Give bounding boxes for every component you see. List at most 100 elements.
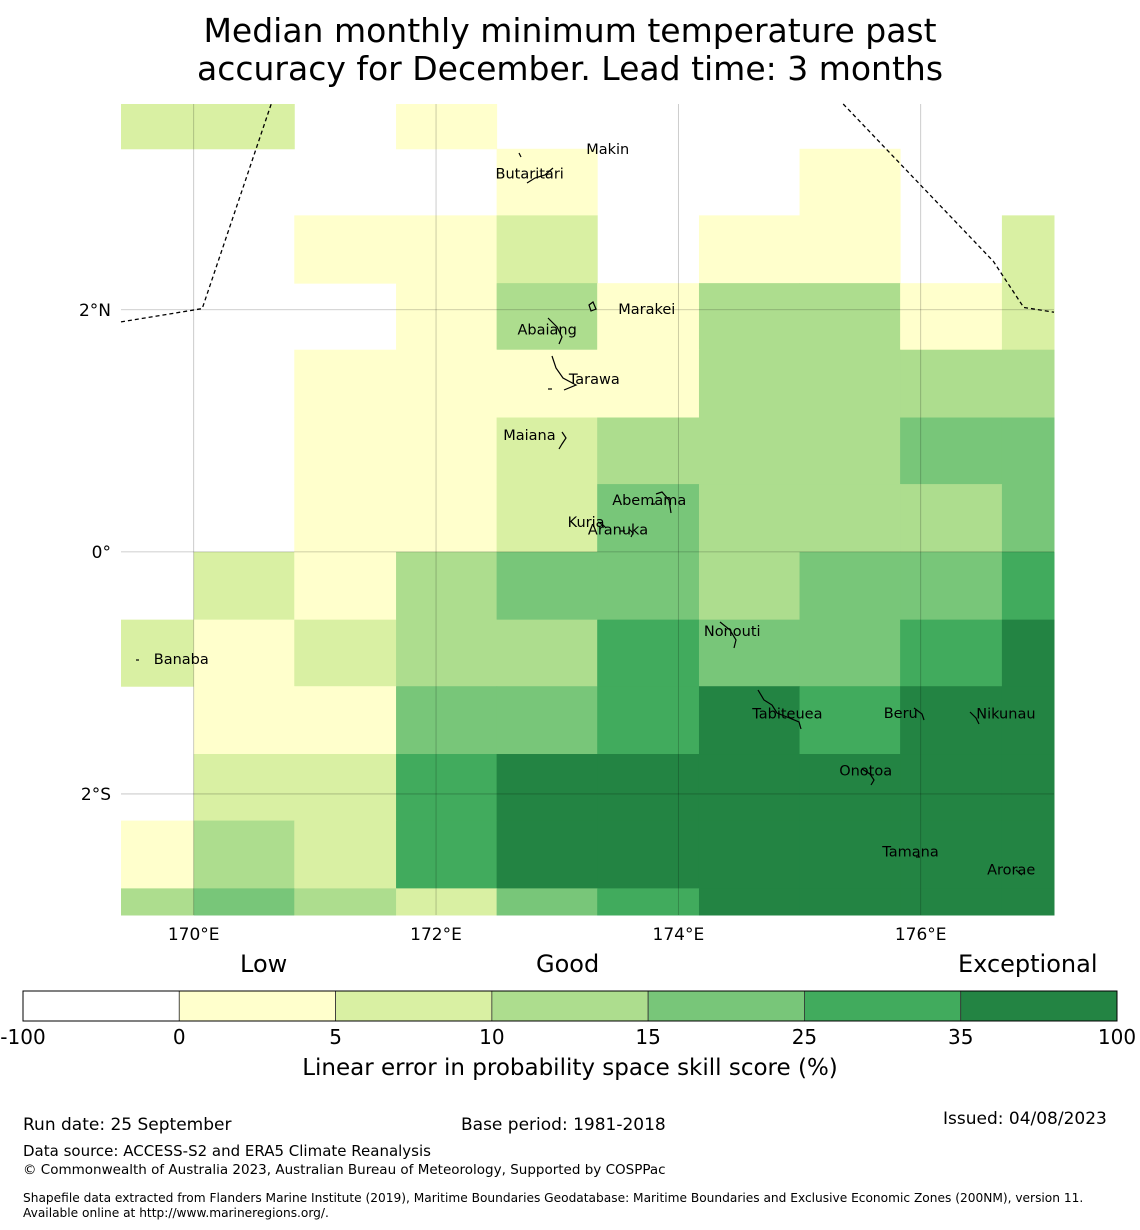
island-outline	[757, 689, 802, 730]
shapefile-credit: Shapefile data extracted from Flanders M…	[23, 1191, 1084, 1220]
island-outline	[1015, 869, 1023, 876]
skill-cell	[496, 215, 598, 284]
island-outline	[518, 152, 522, 158]
skill-cell	[193, 686, 295, 755]
colorbar-tick-label: 0	[173, 1025, 186, 1049]
skill-cell	[597, 619, 700, 687]
skill-cell	[698, 215, 801, 284]
colorbar-tick-label: 5	[329, 1025, 342, 1049]
run-date: Run date: 25 September	[23, 1115, 232, 1135]
skill-cell	[496, 283, 598, 351]
skill-cell	[396, 283, 498, 351]
skill-cell	[121, 888, 195, 916]
place-label: Marakei	[618, 302, 675, 318]
place-label: Maiana	[503, 428, 555, 444]
skill-cell	[1001, 754, 1055, 822]
colorbar-tick-label: 15	[635, 1025, 660, 1049]
colorbar-bin	[960, 990, 1118, 1022]
skill-cell	[396, 215, 498, 284]
skill-cell	[799, 148, 901, 216]
place-label: Tabiteuea	[751, 706, 822, 722]
skill-cell	[698, 283, 801, 351]
skill-cell	[396, 686, 498, 755]
skill-cell	[900, 283, 1003, 351]
category-good-label: Good	[536, 950, 600, 978]
lat-tick-label: 2°S	[81, 785, 111, 805]
skill-cell	[698, 484, 801, 553]
skill-cell	[396, 551, 498, 621]
skill-cell	[597, 484, 700, 553]
skill-cell	[900, 349, 1003, 419]
colorbar-bin	[804, 990, 962, 1022]
axis-tick-labels: 170°E 172°E 174°E 176°E 2°N 0° 2°S	[79, 301, 947, 945]
lon-tick-label: 172°E	[410, 925, 462, 945]
skill-cell	[900, 551, 1003, 621]
island-outline	[526, 167, 554, 184]
island-outline	[588, 301, 597, 312]
data-source: Data source: ACCESS-S2 and ERA5 Climate …	[23, 1142, 431, 1160]
lon-tick-label: 176°E	[895, 925, 947, 945]
skill-cell	[1001, 349, 1055, 419]
skill-cell	[294, 888, 397, 916]
issued-date: Issued: 04/08/2023	[943, 1109, 1107, 1129]
skill-cell	[294, 619, 397, 687]
lon-tick-label: 170°E	[168, 925, 220, 945]
island-outline	[620, 528, 634, 538]
skill-cell	[1001, 619, 1055, 687]
skill-cell	[396, 104, 498, 150]
skill-cell	[496, 820, 598, 889]
skill-cell	[121, 104, 195, 150]
colorbar-tick-label: -100	[0, 1025, 45, 1049]
skill-cell	[1001, 283, 1055, 351]
island-outline	[719, 621, 737, 649]
skill-cell	[294, 686, 397, 755]
colorbar-bin	[647, 990, 805, 1022]
skill-cell	[799, 215, 901, 284]
skill-cell	[496, 349, 598, 419]
skill-cell	[799, 888, 901, 916]
island-outline	[969, 711, 980, 725]
skill-cell	[597, 888, 700, 916]
skill-cell	[900, 754, 1003, 822]
skill-cell	[396, 484, 498, 553]
skill-cell	[1001, 888, 1055, 916]
skill-cell	[193, 820, 295, 889]
skill-cell	[294, 349, 397, 419]
eez-boundaries	[120, 103, 1055, 323]
skill-cell	[294, 551, 397, 621]
colorbar: -100 0 5 10 15 25 35 100	[0, 990, 1136, 1049]
colorbar-bin	[22, 990, 180, 1022]
skill-cell	[900, 484, 1003, 553]
place-label: Butaritari	[496, 166, 564, 182]
skill-cell	[900, 686, 1003, 755]
place-label: Aranuka	[588, 522, 648, 538]
skill-cell	[193, 754, 295, 822]
skill-grid-cells	[121, 104, 1055, 916]
skill-cell	[496, 888, 598, 916]
skill-cell	[698, 417, 801, 485]
colorbar-bin	[491, 990, 649, 1022]
island-outline	[655, 491, 672, 514]
skill-cell	[396, 619, 498, 687]
skill-cell	[294, 417, 397, 485]
skill-cell	[597, 283, 700, 351]
place-label: Tarawa	[568, 372, 620, 388]
skill-cell	[597, 417, 700, 485]
skill-cell	[193, 619, 295, 687]
skill-cell	[121, 619, 195, 687]
base-period: Base period: 1981-2018	[461, 1115, 666, 1135]
island-outline	[913, 707, 925, 721]
skill-map: Makin Butaritari Marakei Abaiang Tarawa Maian…	[79, 103, 1055, 945]
place-label: Nonouti	[704, 624, 761, 640]
skill-cell	[799, 686, 901, 755]
skill-cell	[193, 104, 295, 150]
skill-cell	[698, 551, 801, 621]
island-outline	[551, 355, 578, 391]
place-label: Onotoa	[839, 764, 892, 780]
skill-cell	[496, 619, 598, 687]
category-low-label: Low	[240, 950, 288, 978]
skill-cell	[900, 619, 1003, 687]
skill-cell	[799, 619, 901, 687]
skill-cell	[396, 754, 498, 822]
skill-cell	[799, 417, 901, 485]
